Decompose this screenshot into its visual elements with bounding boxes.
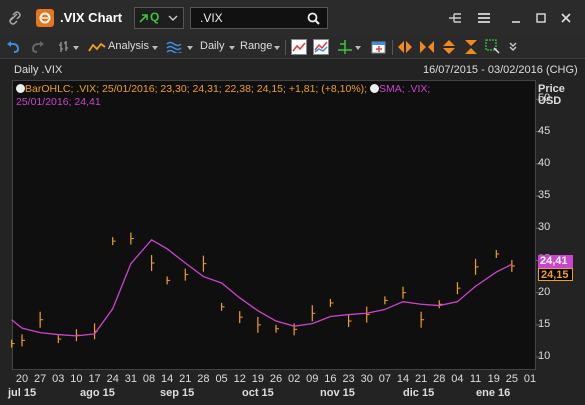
- redo-icon[interactable]: [30, 39, 46, 55]
- more-options-icon[interactable]: [506, 38, 520, 56]
- sma-price-tag: 24,41: [538, 255, 573, 268]
- x-tick-label: 07: [378, 373, 391, 385]
- legend-ohlc: BarOHLC; .VIX; 25/01/2016; 23,30; 24,31;…: [25, 83, 368, 95]
- x-tick-label: 31: [124, 373, 137, 385]
- toolbar-divider: [392, 40, 393, 55]
- x-month-label: nov 15: [320, 387, 355, 399]
- analysis-icon[interactable]: [88, 39, 106, 55]
- range-dropdown[interactable]: Range: [240, 40, 273, 52]
- chevron-down-icon[interactable]: [273, 44, 281, 52]
- arrow-up-right-icon: [139, 14, 148, 23]
- legend-sma-value: 25/01/2016; 24,41: [16, 96, 101, 108]
- y-tick-label: 35: [538, 189, 551, 201]
- x-tick-label: 21: [415, 373, 428, 385]
- x-tick-label: 14: [396, 373, 410, 385]
- scroll-left-right-icon[interactable]: [396, 38, 414, 56]
- x-tick-label: 09: [306, 373, 319, 385]
- x-month-label: sep 15: [160, 387, 195, 399]
- y-tick-label: 15: [538, 317, 551, 330]
- y-tick-label: 40: [538, 156, 551, 169]
- chevron-down-icon[interactable]: [186, 44, 194, 52]
- x-tick-label: 25: [505, 373, 518, 385]
- scroll-up-down-icon[interactable]: [440, 38, 458, 56]
- crosshair-icon[interactable]: [336, 38, 354, 56]
- x-tick-label: 14: [161, 373, 174, 385]
- chevron-down-icon[interactable]: [72, 44, 80, 52]
- bar-chart-style-icon[interactable]: [56, 39, 72, 55]
- close-price-tag: 24,15: [538, 268, 573, 281]
- close-icon[interactable]: [557, 9, 575, 27]
- x-month-label: dic 15: [403, 387, 435, 399]
- search-icon: [307, 12, 320, 25]
- chevron-down-icon[interactable]: [354, 44, 362, 52]
- y-tick-label: 20: [538, 285, 551, 298]
- chart-date-range: 16/07/2015 - 03/02/2016 (CHG): [423, 64, 578, 76]
- x-tick-label: 23: [342, 373, 355, 385]
- y-tick-label: 30: [538, 221, 551, 234]
- x-tick-label: 17: [88, 373, 101, 385]
- link-icon[interactable]: [6, 9, 24, 27]
- x-month-label: ene 16: [476, 387, 511, 399]
- x-month-label: oct 15: [242, 387, 274, 399]
- legend-sma: SMA; .VIX;: [379, 83, 431, 95]
- chevron-down-icon[interactable]: [228, 44, 236, 52]
- compress-horizontal-icon[interactable]: [418, 38, 436, 56]
- maximize-icon[interactable]: [532, 9, 550, 27]
- toolbar-divider: [285, 40, 286, 55]
- x-tick-label: 10: [70, 373, 83, 385]
- y-axis-unit: USD: [538, 95, 562, 107]
- y-tick-label: 45: [538, 124, 551, 137]
- x-tick-label: 27: [34, 373, 47, 385]
- x-tick-label: 02: [288, 373, 301, 385]
- analysis-menu[interactable]: Analysis: [108, 40, 149, 52]
- y-tick-label: 50: [538, 92, 551, 105]
- x-tick-label: 19: [251, 373, 264, 385]
- chart-title: Daily .VIX: [14, 64, 63, 76]
- interval-dropdown[interactable]: Daily: [200, 40, 225, 52]
- chevron-down-icon: [168, 15, 178, 21]
- waves-icon[interactable]: [165, 39, 183, 55]
- search-input[interactable]: .VIX: [190, 7, 328, 29]
- y-tick-label: 10: [538, 350, 551, 363]
- x-tick-label: 01: [523, 373, 537, 385]
- window-title: .VIX Chart: [60, 10, 123, 25]
- x-tick-label: 26: [269, 373, 283, 385]
- x-tick-label: 30: [360, 373, 373, 385]
- compare-chart-icon[interactable]: [312, 38, 330, 56]
- line-chart-icon[interactable]: [290, 38, 308, 56]
- search-type-dropdown[interactable]: Q: [134, 7, 184, 29]
- x-month-label: ago 15: [80, 387, 115, 399]
- compress-vertical-icon[interactable]: [462, 38, 480, 56]
- menu-icon[interactable]: [475, 9, 493, 27]
- title-bar: .VIX Chart Q .VIX: [0, 0, 585, 37]
- undo-icon[interactable]: [5, 39, 21, 55]
- x-tick-label: 03: [52, 373, 65, 385]
- x-tick-label: 11: [469, 373, 482, 385]
- x-month-label: jul 15: [8, 387, 37, 399]
- x-tick-label: 21: [179, 373, 192, 385]
- x-tick-label: 24: [106, 373, 119, 385]
- clock-icon: [370, 84, 379, 93]
- app-logo-icon: [36, 9, 54, 27]
- y-axis-title: Price: [538, 83, 565, 95]
- search-input-value: .VIX: [200, 11, 223, 25]
- x-tick-label: 28: [197, 373, 210, 385]
- tree-view-icon[interactable]: [446, 9, 464, 27]
- plot-area[interactable]: [12, 80, 536, 370]
- x-tick-label: 04: [451, 373, 464, 385]
- new-window-icon[interactable]: [370, 38, 388, 56]
- clock-icon: [16, 84, 25, 93]
- minimize-icon[interactable]: [507, 9, 525, 27]
- search-button-label: Q: [150, 10, 160, 24]
- x-tick-label: 16: [324, 373, 337, 385]
- x-tick-label: 20: [15, 373, 29, 385]
- x-tick-label: 05: [215, 373, 228, 385]
- x-tick-label: 19: [487, 373, 500, 385]
- x-tick-label: 08: [142, 373, 156, 385]
- x-tick-label: 28: [433, 373, 446, 385]
- chevron-down-icon[interactable]: [151, 44, 159, 52]
- zoom-select-icon[interactable]: [484, 38, 502, 56]
- chart-legend: BarOHLC; .VIX; 25/01/2016; 23,30; 24,31;…: [16, 83, 486, 109]
- x-tick-label: 12: [233, 373, 246, 385]
